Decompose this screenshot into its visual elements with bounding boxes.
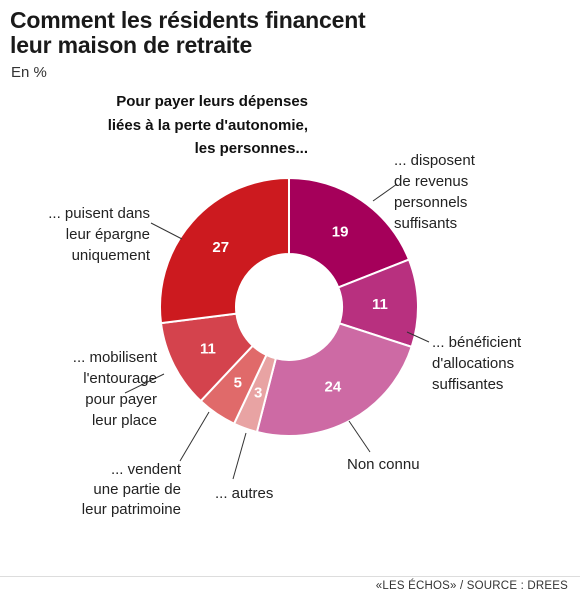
slice-value-label: 24 [324,379,341,396]
slice-label-line: ... puisent dans [48,205,150,222]
chart-title: Comment les résidents financent leur mais… [10,8,570,58]
slice-label-line: l'entourage [83,370,157,387]
slice-label-mobilisent-l-entourage-pour-payer-leur-place: ... mobilisent l'entourage pour payer leur … [73,349,158,429]
leader-lines [124,183,430,480]
slice-value-label: 3 [254,385,262,402]
chart-subtitle: En % [11,64,47,81]
slice-label-line: pour payer [85,391,157,408]
leader-line [179,411,210,462]
slice-label-puisent-dans-leur-epargne-uniquement: ... puisent dans leur épargne uniquement [48,205,151,264]
leader-line [150,222,183,240]
slice-label-line: d'allocations [432,355,514,372]
chart-title-line1: Comment les résidents financent [10,7,366,33]
slice-value-label: 5 [234,374,242,391]
slice-non-connu [255,322,413,437]
slice-label-non-connu: Non connu [347,456,420,473]
slice-label-disposent-de-revenus-personnels-suffisants: ... disposent de revenus personnels suffisa… [394,152,476,232]
chart-heading-line: les personnes... [195,140,308,157]
slice-value-label: 19 [332,224,349,241]
slice-label-line: Non connu [347,456,420,473]
footer-divider [0,576,580,577]
leader-line [124,373,165,394]
slice-label-vendent-une-partie-de-leur-patrimoine: ... vendent une partie de leur patrimoine [82,461,182,518]
slice-label-line: suffisants [394,215,457,232]
slice-disposent-de-revenus-personnels-suffisants [288,176,411,289]
slice-label-line: une partie de [93,481,181,498]
slice-label-line: ... disposent [394,152,476,169]
leader-line [406,331,430,343]
chart-heading-line: Pour payer leurs dépenses [116,93,308,110]
chart-heading-line: liées à la perte d'autonomie, [108,117,308,134]
slice-labels: ... disposent de revenus personnels suffisa… [48,152,522,518]
slice-value-label: 11 [372,296,388,313]
source-note: «LES ÉCHOS» / SOURCE : DREES [375,580,568,592]
slice-label-line: ... mobilisent [73,349,158,366]
slice-label-line: personnels [394,194,467,211]
slice-label-line: leur épargne [66,226,150,243]
slice-label-line: leur place [92,412,157,429]
slice-label-line: uniquement [72,247,151,264]
leader-line [232,432,247,480]
slice-label-line: ... bénéficient [432,334,522,351]
slice-value-label: 27 [212,239,229,256]
slice-puisent-dans-leur-epargne-uniquement [159,176,290,325]
donut-slices [159,176,419,437]
slice-values: 19 11 24 35 11 27 [200,224,388,402]
slice-label-line: ... vendent [111,461,182,478]
leader-line [348,420,371,453]
chart-heading: Pour payer leurs dépenses liées à la pert… [108,93,308,157]
slice-value-label: 11 [200,340,216,357]
slice-label-line: suffisantes [432,376,503,393]
donut-chart: Pour payer leurs dépenses liées à la pert… [48,93,522,518]
chart-title-line2: leur maison de retraite [10,32,253,58]
slice-label-line: de revenus [394,173,468,190]
slice-label-line: ... autres [215,485,273,502]
slice-label-line: leur patrimoine [82,501,181,518]
slice-label-beneficient-d-allocations-suffisantes: ... bénéficient d'allocations suffisantes [432,334,522,393]
slice-label-autres: ... autres [215,485,273,502]
leader-line [372,183,398,202]
